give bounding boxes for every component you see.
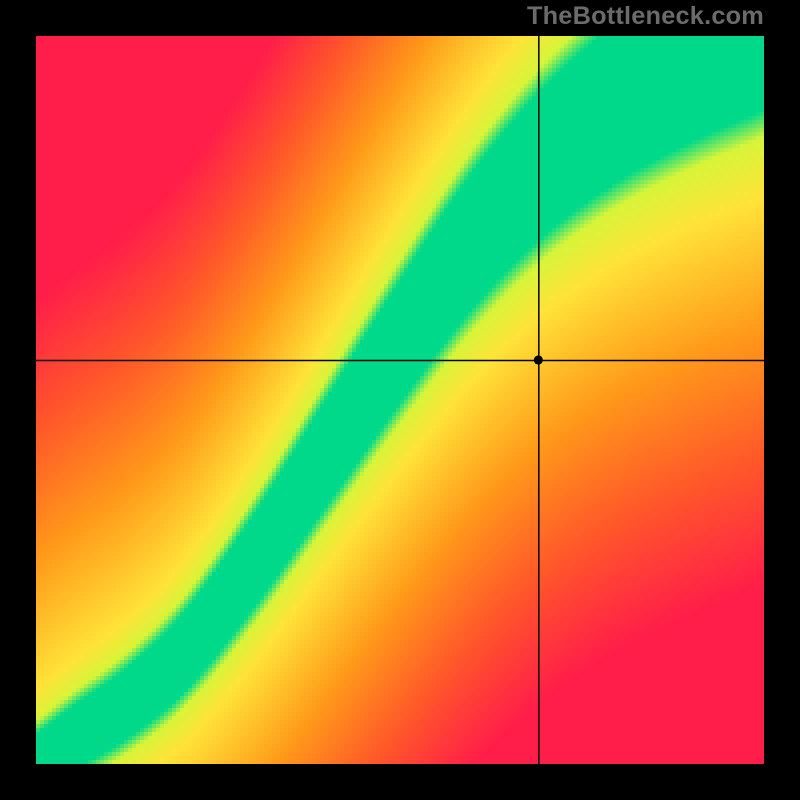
watermark-text: TheBottleneck.com <box>527 2 764 31</box>
heatmap-overlay <box>36 36 764 764</box>
heatmap-plot <box>36 36 764 764</box>
chart-frame: TheBottleneck.com <box>0 0 800 800</box>
